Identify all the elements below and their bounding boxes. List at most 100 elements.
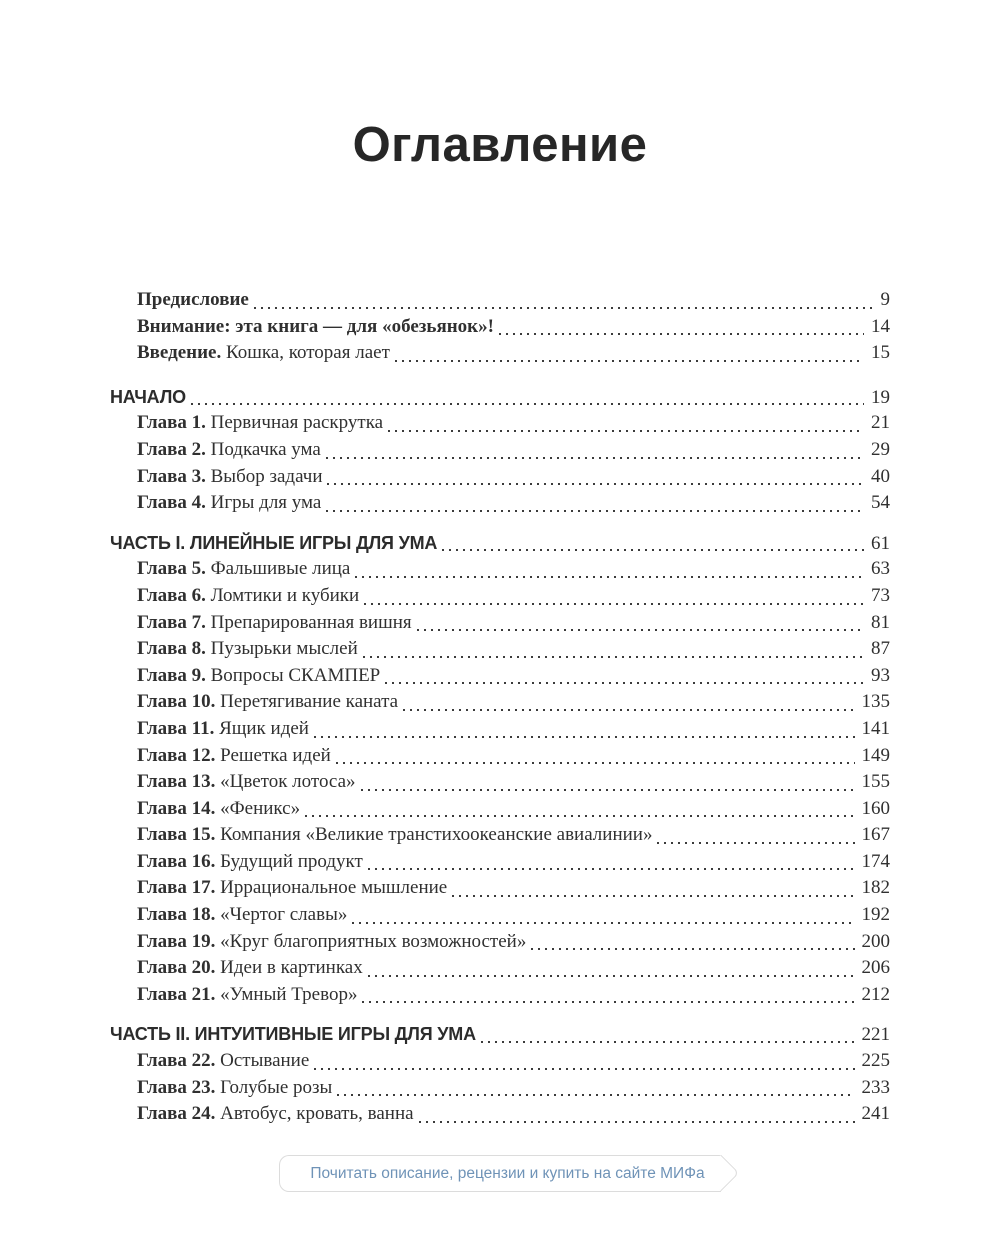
page-number: 149 — [861, 744, 891, 766]
dot-leader — [403, 708, 855, 711]
toc-entry-label: Глава 3. Выбор задачи — [137, 465, 323, 487]
footer: Почитать описание, рецензии и купить на … — [110, 1154, 890, 1192]
dot-leader — [367, 868, 855, 871]
dot-leader — [364, 602, 864, 605]
dot-leader — [388, 429, 864, 432]
toc-entry: Глава 8. Пузырьки мыслей 87 — [110, 636, 890, 663]
dot-leader — [253, 306, 874, 309]
toc-entry-label: Глава 6. Ломтики и кубики — [137, 584, 360, 606]
dot-leader — [335, 762, 855, 765]
toc-entry: Глава 21. «Умный Тревор» 212 — [110, 982, 890, 1009]
page-number: 63 — [871, 558, 890, 580]
toc-entry-label: Глава 15. Компания «Великие транстихооке… — [137, 824, 653, 846]
toc-group: ЧАСТЬ I. ЛИНЕЙНЫЕ ИГРЫ ДЛЯ УМА 61 Глава … — [110, 530, 890, 1009]
page-number: 182 — [861, 877, 891, 899]
page-number: 241 — [861, 1103, 891, 1125]
toc-entry-label: Глава 22. Остывание — [137, 1050, 310, 1072]
dot-leader — [355, 575, 864, 578]
toc-entry-label: Глава 11. Ящик идей — [137, 717, 309, 739]
toc-entry: Глава 17. Иррациональное мышление 182 — [110, 875, 890, 902]
toc-entry: Глава 14. «Феникс» 160 — [110, 796, 890, 823]
page-number: 93 — [871, 664, 890, 686]
toc-entry-label: Глава 20. Идеи в картинках — [137, 957, 363, 979]
dot-leader — [442, 549, 864, 552]
dot-leader — [360, 788, 855, 791]
toc-entry-label: Глава 24. Автобус, кровать, ванна — [137, 1103, 414, 1125]
page-number: 19 — [871, 386, 890, 408]
toc-section-header: НАЧАЛО 19 — [110, 384, 890, 411]
dot-leader — [325, 456, 864, 459]
toc-entry-label: Глава 13. «Цветок лотоса» — [137, 771, 356, 793]
toc-entry-label: Введение. Кошка, которая лает — [137, 342, 390, 364]
toc-entry: Глава 3. Выбор задачи 40 — [110, 464, 890, 491]
page-number: 81 — [871, 611, 890, 633]
page-number: 29 — [871, 438, 890, 460]
toc-entry-label: Глава 5. Фальшивые лица — [137, 558, 351, 580]
dot-leader — [418, 1120, 855, 1123]
page-number: 87 — [871, 638, 890, 660]
dot-leader — [480, 1041, 855, 1044]
toc-entry: Глава 2. Подкачка ума 29 — [110, 437, 890, 464]
toc-entry-label: Глава 21. «Умный Тревор» — [137, 983, 358, 1005]
book-toc-page: Оглавление Предисловие 9 Внимание: эта к… — [110, 118, 890, 1192]
dot-leader — [327, 483, 864, 486]
toc-group: НАЧАЛО 19 Глава 1. Первичная раскрутка 2… — [110, 384, 890, 517]
dot-leader — [394, 359, 864, 362]
toc-entry-label: Глава 16. Будущий продукт — [137, 850, 363, 872]
toc-entry-label: Глава 23. Голубые розы — [137, 1076, 333, 1098]
toc-entry-label: Глава 10. Перетягивание каната — [137, 691, 399, 713]
dot-leader — [385, 682, 864, 685]
page-title: Оглавление — [352, 118, 648, 172]
dot-leader — [337, 1094, 855, 1097]
page-number: 212 — [861, 983, 891, 1005]
toc-section-label: ЧАСТЬ II. ИНТУИТИВНЫЕ ИГРЫ ДЛЯ УМА — [110, 1024, 476, 1045]
page-number: 54 — [871, 492, 890, 514]
page-number: 160 — [861, 797, 891, 819]
page-number: 40 — [871, 465, 890, 487]
page-number: 167 — [861, 824, 891, 846]
page-number: 135 — [861, 691, 891, 713]
toc-entry-label: Внимание: эта книга — для «обезьянок»! — [137, 315, 494, 337]
toc-entry: Глава 24. Автобус, кровать, ванна 241 — [110, 1101, 890, 1128]
toc-entry: Глава 20. Идеи в картинках 206 — [110, 955, 890, 982]
toc-entry-label: Глава 4. Игры для ума — [137, 492, 322, 514]
toc-entry: Глава 5. Фальшивые лица 63 — [110, 556, 890, 583]
dot-leader — [190, 403, 864, 406]
toc-entry-label: Глава 9. Вопросы СКАМПЕР — [137, 664, 381, 686]
toc-entry-label: Глава 17. Иррациональное мышление — [137, 877, 448, 899]
toc-entry: Глава 22. Остывание 225 — [110, 1048, 890, 1075]
page-number: 155 — [861, 771, 891, 793]
toc-entry: Глава 19. «Круг благоприятных возможност… — [110, 929, 890, 956]
toc-section-header: ЧАСТЬ I. ЛИНЕЙНЫЕ ИГРЫ ДЛЯ УМА 61 — [110, 530, 890, 557]
dot-leader — [313, 735, 855, 738]
dot-leader — [531, 948, 855, 951]
page-number: 141 — [861, 717, 891, 739]
dot-leader — [498, 333, 864, 336]
toc-entry: Глава 11. Ящик идей 141 — [110, 716, 890, 743]
toc-entry-label: Глава 14. «Феникс» — [137, 797, 301, 819]
dot-leader — [657, 841, 855, 844]
toc-entry-label: Предисловие — [137, 289, 249, 310]
page-number: 233 — [861, 1076, 891, 1098]
toc-entry: Глава 4. Игры для ума 54 — [110, 490, 890, 517]
toc-entry: Предисловие 9 — [110, 287, 890, 314]
toc-list: Предисловие 9 Внимание: эта книга — для … — [110, 287, 890, 1128]
toc-entry-label: Глава 8. Пузырьки мыслей — [137, 638, 358, 660]
toc-entry: Глава 10. Перетягивание каната 135 — [110, 689, 890, 716]
toc-entry-label: Глава 12. Решетка идей — [137, 744, 331, 766]
page-number: 21 — [871, 412, 890, 434]
page-number: 9 — [880, 289, 891, 310]
page-number: 174 — [861, 850, 891, 872]
dot-leader — [352, 921, 855, 924]
toc-entry: Глава 13. «Цветок лотоса» 155 — [110, 769, 890, 796]
dot-leader — [452, 895, 855, 898]
page-number: 14 — [871, 315, 890, 337]
dot-leader — [305, 815, 855, 818]
page-number: 206 — [861, 957, 891, 979]
toc-entry: Глава 9. Вопросы СКАМПЕР 93 — [110, 663, 890, 690]
chevron-right-icon — [702, 1155, 739, 1192]
dot-leader — [362, 1001, 855, 1004]
toc-entry: Глава 18. «Чертог славы» 192 — [110, 902, 890, 929]
miph-cta-button[interactable]: Почитать описание, рецензии и купить на … — [279, 1154, 739, 1192]
page-number: 61 — [871, 532, 890, 554]
